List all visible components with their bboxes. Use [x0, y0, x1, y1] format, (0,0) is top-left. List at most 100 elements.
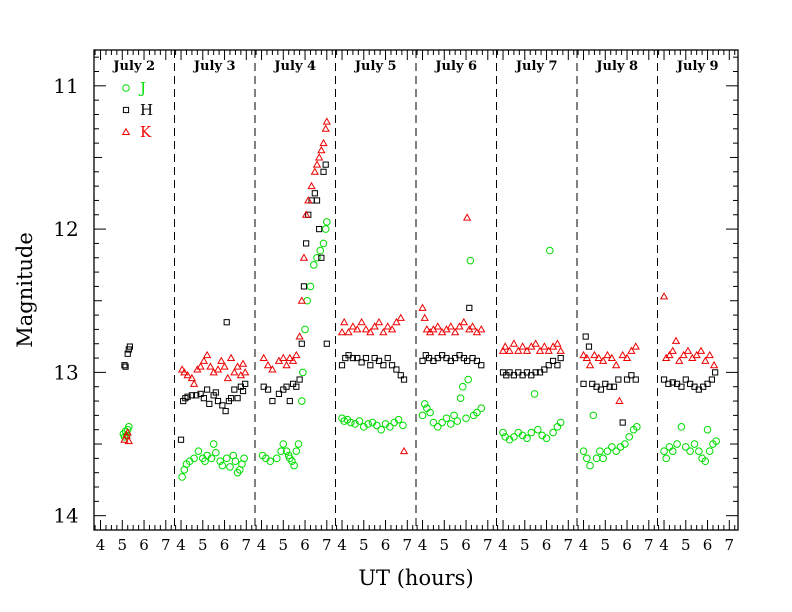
point-j — [681, 443, 690, 451]
point-h — [214, 397, 222, 405]
x-tick-label: 4 — [176, 536, 186, 554]
point-j — [226, 463, 234, 471]
x-tick-label: 4 — [418, 536, 428, 554]
point-h — [380, 362, 387, 369]
point-j — [665, 443, 674, 451]
x-tick-label: 4 — [498, 536, 508, 554]
point-k — [399, 446, 409, 455]
point-j — [712, 437, 721, 445]
point-k — [259, 353, 268, 362]
point-j — [464, 375, 473, 384]
point-k — [498, 346, 508, 354]
point-j — [429, 418, 438, 427]
point-h — [554, 362, 561, 369]
point-h — [615, 376, 622, 383]
point-j — [418, 411, 427, 420]
panel-label-4: July 5 — [354, 59, 397, 74]
point-j — [621, 440, 629, 448]
point-h — [298, 340, 305, 347]
point-h — [313, 197, 321, 204]
point-j — [319, 239, 328, 248]
point-j — [438, 418, 446, 427]
point-k — [223, 373, 232, 382]
y-axis-label: Magnitude — [13, 232, 37, 348]
point-k — [683, 346, 693, 354]
point-h — [320, 168, 327, 175]
point-k — [321, 124, 330, 132]
point-k — [285, 353, 294, 362]
point-k — [366, 327, 375, 336]
point-j — [309, 261, 318, 269]
point-h — [349, 354, 357, 362]
point-h — [619, 419, 626, 426]
plot-border — [93, 49, 739, 531]
point-h — [660, 376, 668, 383]
point-k — [301, 210, 311, 218]
point-j — [386, 423, 394, 431]
x-tick-label: 6 — [461, 536, 471, 554]
point-k — [304, 196, 313, 204]
point-k — [418, 303, 427, 311]
point-h — [597, 386, 605, 393]
point-k — [180, 368, 189, 376]
point-k — [598, 356, 608, 364]
point-h — [473, 357, 481, 365]
point-j — [527, 428, 536, 437]
point-j — [549, 428, 557, 437]
point-j — [499, 428, 507, 437]
panel-label-2: July 3 — [193, 59, 236, 74]
point-j — [510, 433, 518, 441]
point-h — [223, 319, 230, 326]
point-j — [420, 400, 429, 408]
point-j — [292, 447, 301, 455]
point-k — [607, 353, 616, 362]
point-k — [585, 360, 595, 369]
point-j — [662, 454, 671, 463]
point-j — [190, 454, 198, 463]
point-h — [222, 407, 229, 415]
point-k — [120, 435, 129, 443]
legend-label-j: J — [138, 79, 146, 97]
point-k — [705, 350, 714, 359]
point-k — [446, 322, 455, 330]
point-j — [705, 447, 714, 455]
point-h — [682, 376, 689, 383]
point-h — [212, 389, 219, 396]
x-tick-label: 7 — [564, 536, 574, 554]
legend-marker-k — [121, 127, 131, 135]
point-h — [122, 363, 129, 370]
point-k — [124, 436, 133, 445]
point-h — [549, 357, 557, 365]
point-j — [596, 447, 604, 455]
point-h — [384, 354, 391, 362]
point-h — [582, 333, 589, 340]
point-j — [222, 454, 231, 463]
point-h — [338, 362, 346, 369]
point-k — [226, 353, 236, 362]
point-k — [282, 360, 291, 369]
point-j — [633, 423, 641, 431]
point-k — [340, 317, 349, 326]
point-j — [364, 420, 372, 428]
point-h — [580, 380, 587, 387]
point-k — [238, 359, 248, 367]
point-k — [709, 360, 719, 369]
point-j — [703, 425, 712, 434]
point-k — [189, 379, 199, 387]
point-j — [288, 457, 296, 466]
point-h — [678, 383, 685, 390]
point-j — [586, 461, 594, 470]
point-j — [553, 423, 562, 431]
point-h — [323, 340, 330, 347]
data-points — [119, 117, 721, 481]
point-k — [387, 325, 397, 333]
point-k — [501, 342, 510, 350]
point-k — [299, 253, 309, 261]
point-h — [200, 395, 207, 402]
point-k — [540, 342, 549, 350]
point-h — [712, 369, 719, 376]
point-h — [541, 366, 548, 373]
point-h — [478, 362, 485, 369]
x-tick-label: 7 — [161, 536, 171, 554]
point-j — [668, 447, 677, 455]
